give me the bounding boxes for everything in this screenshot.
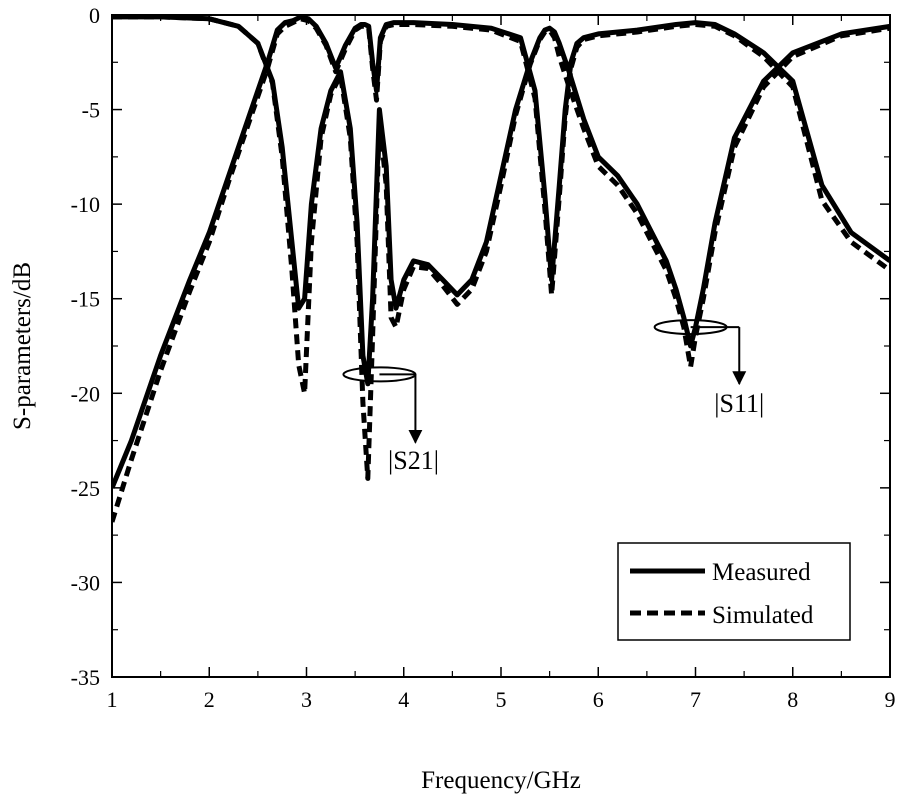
- legend-label-simulated: Simulated: [712, 602, 814, 629]
- plot-frame: [111, 14, 891, 678]
- s21-label: |S21|: [388, 446, 439, 475]
- y-tick-label: 0: [89, 3, 100, 28]
- y-axis-label: S-parameters/dB: [9, 262, 36, 430]
- x-tick-label: 4: [398, 687, 409, 712]
- x-axis-label: Frequency/GHz: [421, 767, 581, 794]
- s11-simulated-line: [112, 15, 890, 481]
- series-layer: [112, 15, 890, 523]
- annotations: |S21| |S11|: [342, 319, 764, 475]
- tick-labels: 1 2 3 4 5 6 7 8 9 0 -5 -10 -15 -20 -25 -30 -35: [71, 3, 896, 712]
- y-tick-label: -15: [71, 287, 100, 312]
- s21-simulated-line: [112, 16, 890, 523]
- x-tick-label: 2: [204, 687, 215, 712]
- x-tick-label: 1: [107, 687, 118, 712]
- s11-label: |S11|: [714, 389, 764, 418]
- s11-measured-line: [112, 15, 890, 387]
- y-tick-label: -20: [71, 381, 100, 406]
- legend-label-measured: Measured: [712, 559, 811, 586]
- y-tick-label: -25: [71, 476, 100, 501]
- x-tick-label: 5: [496, 687, 507, 712]
- x-tick-label: 8: [787, 687, 798, 712]
- y-tick-label: -30: [71, 570, 100, 595]
- legend: Measured Simulated: [617, 542, 851, 641]
- s21-measured-line: [112, 15, 890, 489]
- x-tick-label: 9: [885, 687, 896, 712]
- y-tick-label: -5: [82, 98, 100, 123]
- x-tick-label: 3: [301, 687, 312, 712]
- legend-box: [617, 542, 851, 641]
- y-tick-label: -10: [71, 192, 100, 217]
- y-tick-label: -35: [71, 665, 100, 690]
- x-tick-label: 6: [593, 687, 604, 712]
- x-tick-label: 7: [690, 687, 701, 712]
